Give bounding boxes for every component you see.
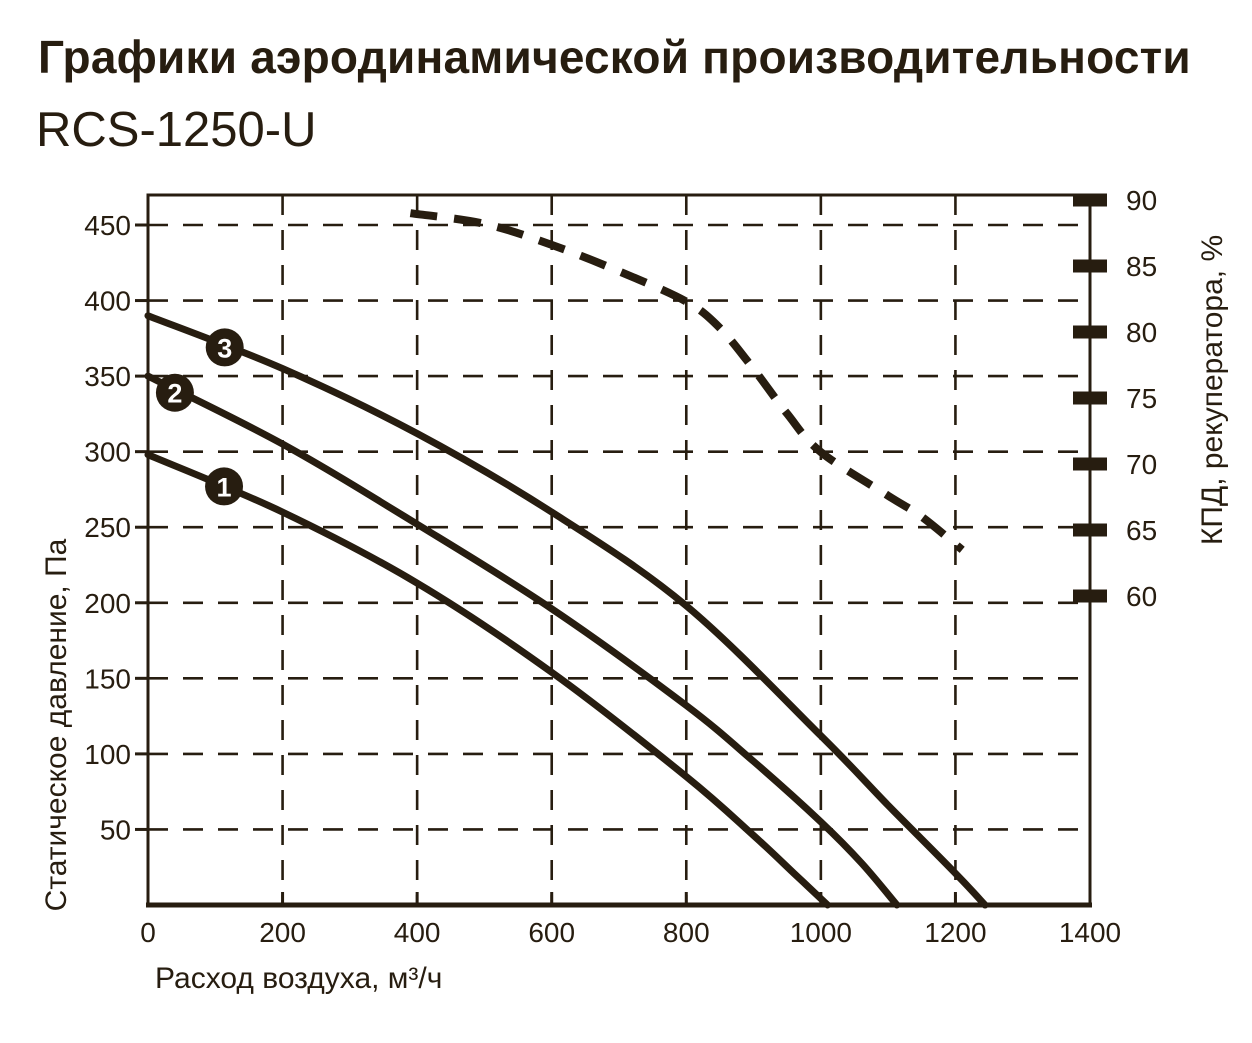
model-subtitle: RCS-1250-U [36,103,317,157]
flow-tick-label: 800 [663,917,710,948]
efficiency-tick [1073,325,1107,339]
flow-tick-label: 1000 [790,917,852,948]
curve-marker-label-2: 2 [167,379,182,409]
pressure-tick-label: 50 [100,814,131,845]
curve-marker-label-3: 3 [217,333,232,363]
efficiency-tick-label: 70 [1126,449,1157,480]
efficiency-tick [1073,193,1107,207]
flow-tick-label: 600 [528,917,575,948]
flow-tick-label: 200 [259,917,306,948]
efficiency-tick-label: 85 [1126,251,1157,282]
efficiency-tick-label: 80 [1126,317,1157,348]
fan-curve-3 [144,312,989,909]
curve-marker-label-1: 1 [217,472,232,502]
chart-title: Графики аэродинамической производительно… [38,31,1191,83]
curve-marker-2 [155,373,194,412]
efficiency-tick [1073,391,1107,405]
curve-marker-1 [205,467,244,506]
pressure-tick-label: 450 [84,210,131,241]
pressure-tick-label: 150 [84,663,131,694]
efficiency-tick [1073,589,1107,603]
pressure-tick-label: 350 [84,361,131,392]
pressure-tick-label: 200 [84,588,131,619]
x-axis-title: Расход воздуха, м³/ч [155,962,442,995]
flow-tick-label: 0 [140,917,156,948]
pressure-tick-label: 300 [84,437,131,468]
flow-tick-label: 1400 [1059,917,1121,948]
efficiency-tick [1073,523,1107,537]
efficiency-tick-label: 75 [1126,383,1157,414]
flow-tick-label: 1200 [924,917,986,948]
y-right-axis-title: КПД, рекуператора, % [1196,235,1229,545]
pressure-tick-label: 100 [84,739,131,770]
curve-marker-3 [205,328,244,367]
fan-curve-2 [144,372,901,909]
efficiency-tick-label: 90 [1126,185,1157,216]
efficiency-tick [1073,457,1107,471]
pressure-tick-label: 400 [84,286,131,317]
efficiency-tick [1073,259,1107,273]
flow-tick-label: 400 [394,917,441,948]
efficiency-curve [409,209,965,553]
fan-curve-1 [144,451,832,909]
efficiency-tick-label: 60 [1126,581,1157,612]
pressure-tick-label: 250 [84,512,131,543]
y-left-axis-title: Статическое давление, Па [40,538,73,911]
efficiency-tick-label: 65 [1126,515,1157,546]
